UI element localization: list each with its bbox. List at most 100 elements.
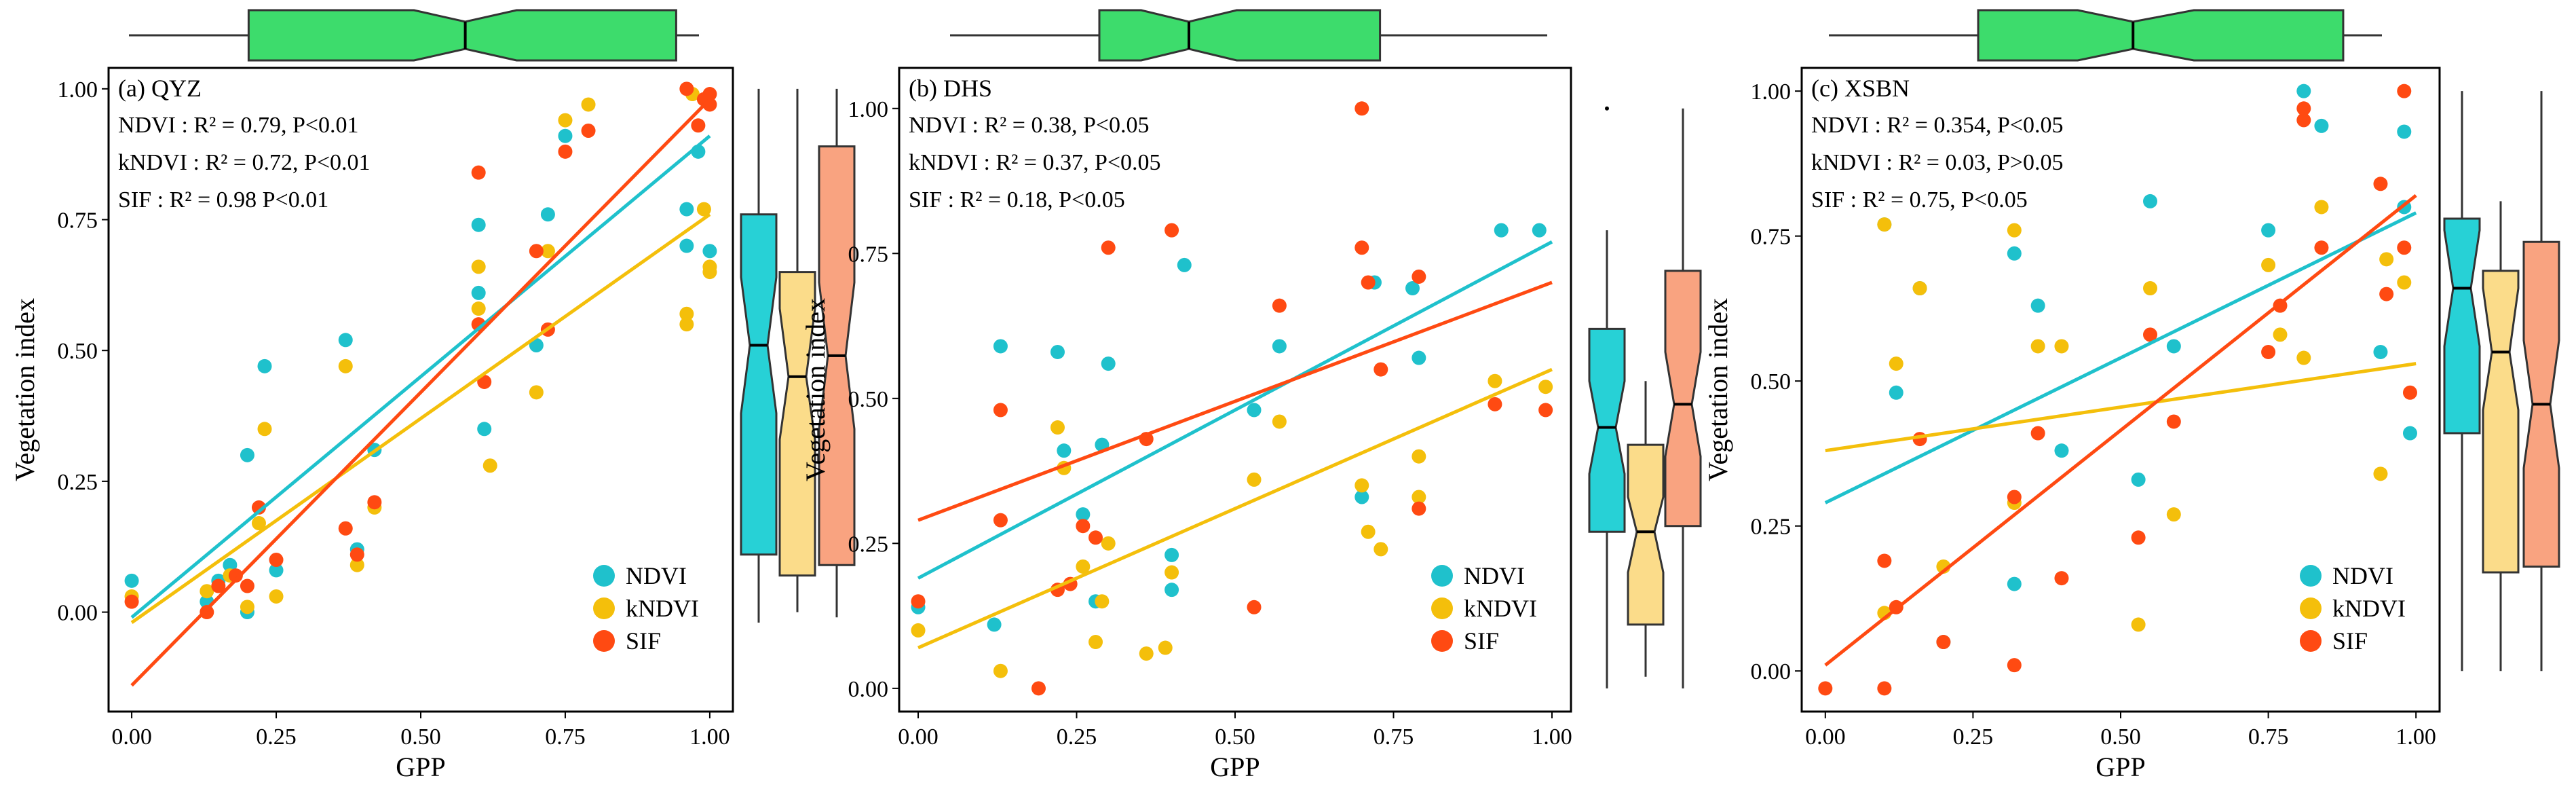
point-kndvi (679, 317, 694, 332)
box-sif (1664, 270, 1702, 528)
point-kndvi (1247, 472, 1262, 487)
point-sif (2131, 530, 2146, 545)
point-kndvi (1101, 536, 1116, 551)
point-ndvi (269, 563, 284, 578)
point-kndvi (1889, 356, 1903, 371)
box-ndvi (740, 213, 778, 556)
point-sif (2296, 101, 2311, 116)
point-kndvi (338, 358, 353, 373)
point-sif (2054, 571, 2069, 586)
legend-marker-kndvi (1431, 597, 1453, 619)
legend-marker-ndvi (1431, 565, 1453, 587)
x-tick-label: 1.00 (1532, 724, 1572, 750)
y-tick-label: 0.25 (848, 532, 889, 557)
legend-label-ndvi: NDVI (626, 562, 687, 589)
point-sif (1361, 275, 1376, 290)
point-ndvi (558, 128, 573, 143)
point-sif (2379, 287, 2394, 301)
fit-line-kndvi (130, 213, 711, 625)
point-kndvi (349, 557, 364, 572)
point-kndvi (679, 306, 694, 321)
x-tick-label: 0.25 (256, 724, 297, 750)
x-tick-label: 0.50 (1215, 724, 1255, 750)
point-sif (1272, 298, 1287, 313)
box-kndvi (2482, 270, 2520, 574)
point-kndvi (993, 663, 1008, 678)
point-sif (1374, 362, 1388, 377)
stat-line: NDVI : R² = 0.79, P<0.01 (118, 113, 359, 138)
point-ndvi (1889, 385, 1903, 400)
point-kndvi (558, 113, 573, 128)
point-kndvi (2143, 281, 2158, 296)
point-sif (1877, 553, 1892, 568)
point-sif (679, 81, 694, 96)
legend-label-ndvi: NDVI (1464, 562, 1525, 589)
point-sif (2007, 490, 2022, 504)
x-tick-label: 0.50 (2100, 724, 2141, 750)
panel-label: (a) QYZ (118, 75, 202, 102)
x-tick-label: 1.00 (2395, 724, 2436, 750)
point-kndvi (471, 301, 486, 316)
box-outlier (1605, 106, 1609, 111)
point-kndvi (251, 516, 266, 531)
point-ndvi (124, 573, 139, 588)
point-kndvi (2296, 350, 2311, 365)
point-ndvi (679, 238, 694, 253)
y-axis-title: Vegetation index (800, 298, 831, 481)
point-sif (1164, 223, 1179, 238)
point-ndvi (702, 244, 717, 259)
point-kndvi (2273, 327, 2288, 342)
fit-line-sif (1824, 194, 2417, 667)
stat-line: NDVI : R² = 0.38, P<0.05 (909, 113, 1150, 138)
panel-xsbn: 0.00 0.00 0.25 0.25 0.50 0.50 0.75 0.75 1.00 1.00… (1703, 9, 2560, 782)
point-sif (124, 594, 139, 609)
y-tick-label: 0.00 (848, 677, 889, 702)
point-kndvi (1412, 490, 1426, 504)
point-kndvi (2007, 223, 2022, 238)
point-sif (1101, 240, 1116, 255)
top-box-gpp (247, 9, 677, 62)
fit-line-sif (130, 98, 711, 687)
point-ndvi (2397, 124, 2412, 139)
point-ndvi (240, 447, 254, 462)
point-kndvi (2054, 339, 2069, 354)
x-tick-label: 1.00 (689, 724, 730, 750)
point-sif (2030, 426, 2045, 441)
point-sif (1247, 600, 1262, 614)
x-tick-label: 0.50 (400, 724, 441, 750)
point-sif (993, 403, 1008, 418)
fit-line-ndvi (130, 134, 711, 619)
stat-line: SIF : R² = 0.98 P<0.01 (118, 187, 328, 213)
legend-marker-ndvi (593, 565, 615, 587)
top-box-gpp (1098, 9, 1382, 62)
legend-label-kndvi: kNDVI (626, 595, 699, 622)
y-tick-label: 0.75 (848, 242, 889, 267)
point-kndvi (2397, 275, 2412, 290)
legend-label-sif: SIF (1464, 627, 1499, 655)
y-tick-label: 0.00 (58, 601, 98, 626)
point-kndvi (1088, 635, 1103, 650)
x-axis-title: GPP (1210, 752, 1259, 782)
point-ndvi (2402, 426, 2417, 441)
point-ndvi (2131, 472, 2146, 487)
x-tick-label: 0.00 (1805, 724, 1846, 750)
x-tick-label: 0.25 (1057, 724, 1097, 750)
point-sif (581, 123, 596, 138)
legend-marker-sif (2300, 630, 2322, 652)
legend-label-sif: SIF (626, 627, 661, 655)
panel-qyz: 0.00 0.00 0.25 0.25 0.50 0.50 0.75 0.75 1.00 1.00… (10, 9, 856, 782)
point-kndvi (2030, 339, 2045, 354)
y-tick-label: 1.00 (58, 77, 98, 103)
point-kndvi (1912, 281, 1927, 296)
point-kndvi (1488, 373, 1502, 388)
point-sif (211, 578, 226, 593)
point-ndvi (2007, 246, 2022, 261)
point-sif (2296, 113, 2311, 128)
point-kndvi (269, 589, 284, 604)
point-sif (240, 578, 254, 593)
point-kndvi (471, 259, 486, 274)
point-ndvi (338, 333, 353, 348)
point-ndvi (2373, 344, 2388, 359)
point-ndvi (1247, 403, 1262, 418)
